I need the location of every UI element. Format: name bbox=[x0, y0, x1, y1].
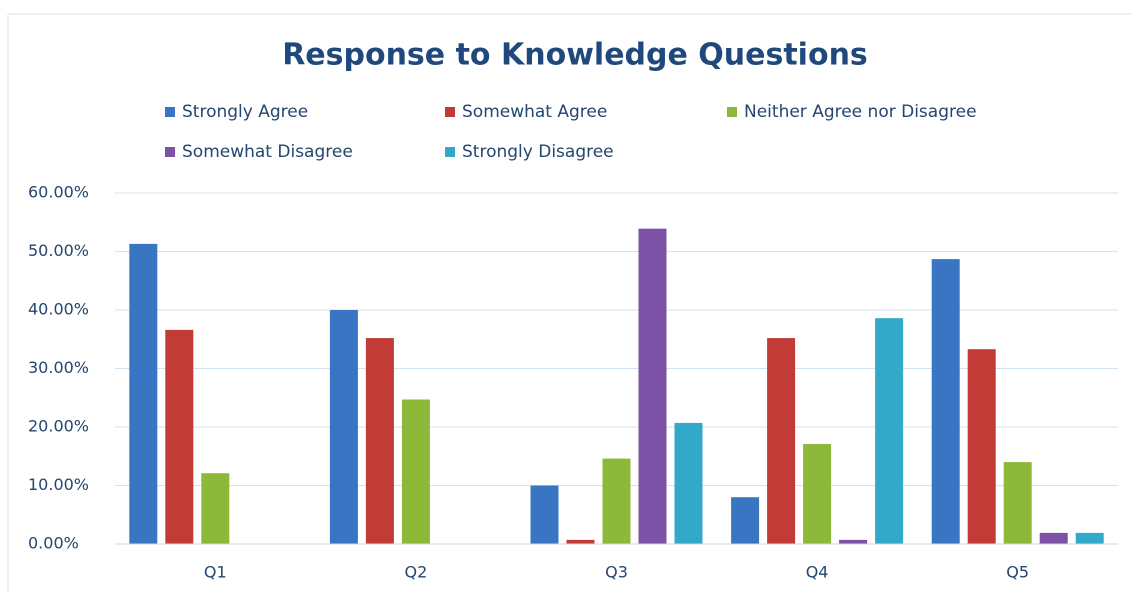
bar bbox=[1039, 532, 1068, 544]
bar bbox=[767, 338, 796, 544]
legend-label: Strongly Disagree bbox=[462, 142, 614, 162]
y-tick-label: 10.00% bbox=[28, 475, 89, 494]
bar bbox=[129, 243, 158, 544]
legend-label: Somewhat Agree bbox=[462, 102, 607, 122]
legend-swatch bbox=[727, 107, 737, 117]
x-tick-label: Q1 bbox=[204, 563, 227, 582]
bar bbox=[1075, 532, 1104, 544]
legend-label: Strongly Agree bbox=[182, 102, 308, 122]
y-tick-label: 0.00% bbox=[28, 534, 79, 553]
y-tick-label: 20.00% bbox=[28, 417, 89, 436]
legend-swatch bbox=[165, 107, 175, 117]
y-tick-label: 40.00% bbox=[28, 300, 89, 319]
y-tick-label: 50.00% bbox=[28, 241, 89, 260]
legend-swatch bbox=[165, 147, 175, 157]
bar bbox=[803, 443, 832, 544]
bar bbox=[165, 329, 194, 544]
bar bbox=[875, 318, 904, 544]
chart-title: Response to Knowledge Questions bbox=[282, 38, 868, 73]
x-tick-label: Q2 bbox=[405, 563, 428, 582]
bar bbox=[365, 338, 394, 544]
bar bbox=[674, 422, 703, 544]
bar bbox=[638, 228, 667, 544]
x-tick-label: Q5 bbox=[1006, 563, 1029, 582]
bar bbox=[530, 485, 559, 544]
bar bbox=[1003, 462, 1032, 544]
legend-label: Somewhat Disagree bbox=[182, 142, 353, 162]
legend-swatch bbox=[445, 147, 455, 157]
bar bbox=[602, 458, 631, 544]
bar bbox=[566, 539, 595, 544]
legend-label: Neither Agree nor Disagree bbox=[744, 102, 977, 122]
x-tick-label: Q3 bbox=[605, 563, 628, 582]
y-tick-label: 30.00% bbox=[28, 358, 89, 377]
legend-swatch bbox=[445, 107, 455, 117]
bar bbox=[329, 310, 358, 544]
bar bbox=[201, 473, 230, 544]
y-tick-label: 60.00% bbox=[28, 183, 89, 202]
bar bbox=[731, 497, 760, 544]
bar bbox=[401, 399, 430, 544]
bar bbox=[839, 539, 868, 544]
x-tick-label: Q4 bbox=[806, 563, 829, 582]
bar bbox=[967, 349, 996, 544]
bar bbox=[931, 259, 960, 544]
